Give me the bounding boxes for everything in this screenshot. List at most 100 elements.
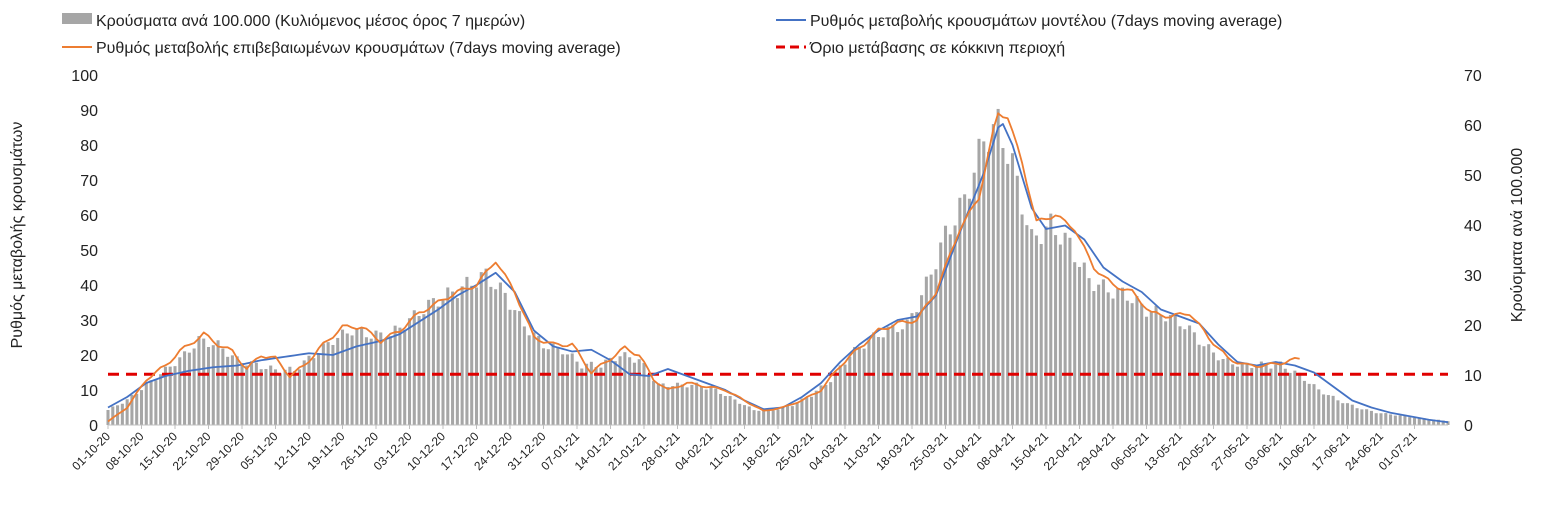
cases-bar bbox=[819, 385, 823, 425]
cases-bar bbox=[178, 357, 182, 425]
cases-bar bbox=[1355, 408, 1359, 425]
cases-bar bbox=[1058, 244, 1062, 425]
cases-bar bbox=[585, 363, 589, 425]
cases-bar bbox=[1034, 235, 1038, 425]
cases-bar bbox=[149, 380, 153, 425]
cases-bar bbox=[427, 299, 431, 425]
cases-bar bbox=[1025, 225, 1029, 425]
cases-bar bbox=[896, 332, 900, 425]
cases-bar bbox=[1116, 288, 1120, 425]
legend-swatch-bars bbox=[62, 13, 92, 24]
cases-bar bbox=[135, 393, 139, 425]
cases-bar bbox=[848, 356, 852, 425]
cases-bar bbox=[1408, 417, 1412, 425]
cases-bar bbox=[709, 387, 713, 425]
cases-bar bbox=[1336, 400, 1340, 425]
cases-bar bbox=[1044, 226, 1048, 425]
cases-bar bbox=[934, 269, 938, 425]
cases-bar bbox=[163, 366, 167, 425]
cases-bar bbox=[355, 328, 359, 425]
y-tick-left-0: 0 bbox=[89, 418, 98, 435]
y-tick-left-7: 70 bbox=[80, 173, 98, 190]
y-axis-title-right: Κρούσματα ανά 100.000 bbox=[1509, 148, 1526, 322]
cases-bar bbox=[948, 234, 952, 425]
cases-bar bbox=[829, 382, 833, 425]
cases-bar bbox=[197, 336, 201, 425]
cases-bar bbox=[1183, 329, 1187, 425]
cases-bar bbox=[1211, 352, 1216, 425]
cases-bar bbox=[331, 344, 335, 425]
cases-bar bbox=[551, 343, 555, 425]
cases-bar bbox=[297, 369, 301, 425]
cases-bar bbox=[513, 310, 517, 425]
cases-bar bbox=[1427, 419, 1431, 425]
cases-bar bbox=[288, 366, 292, 425]
cases-bar bbox=[1221, 359, 1225, 425]
cases-bar bbox=[254, 362, 258, 425]
cases-bar bbox=[1326, 395, 1330, 425]
y-axis-right-ticks: 0 10 20 30 40 50 60 70 bbox=[1464, 68, 1482, 435]
cases-bar bbox=[1226, 357, 1230, 425]
cases-bar bbox=[173, 366, 177, 425]
cases-bar bbox=[1006, 163, 1010, 425]
cases-bar bbox=[843, 364, 847, 425]
cases-bar bbox=[455, 298, 459, 425]
cases-bar bbox=[1216, 360, 1220, 425]
cases-bar bbox=[484, 268, 488, 425]
legend-label-model: Ρυθμός μεταβολής κρουσμάτων μοντέλου (7d… bbox=[810, 13, 1282, 30]
cases-bar bbox=[1374, 413, 1378, 425]
cases-bar bbox=[872, 332, 876, 425]
cases-bar bbox=[1168, 314, 1172, 425]
cases-bar bbox=[139, 390, 144, 425]
cases-bar bbox=[206, 347, 211, 425]
cases-bar bbox=[1125, 300, 1129, 425]
cases-bars bbox=[106, 108, 1450, 425]
cases-bar bbox=[838, 365, 842, 425]
cases-bar bbox=[1369, 410, 1373, 425]
cases-bar bbox=[1446, 421, 1450, 425]
cases-bar bbox=[1001, 148, 1005, 425]
cases-bar bbox=[991, 124, 995, 425]
cases-bar bbox=[982, 141, 986, 425]
cases-bar bbox=[541, 348, 546, 425]
cases-bar bbox=[1173, 314, 1177, 425]
cases-bar bbox=[250, 361, 254, 425]
cases-bar bbox=[599, 367, 603, 425]
cases-bar bbox=[656, 383, 660, 425]
cases-bar bbox=[857, 346, 861, 425]
cases-bar bbox=[187, 352, 191, 425]
cases-bar bbox=[963, 194, 967, 425]
cases-bar bbox=[422, 314, 426, 425]
cases-bar bbox=[503, 292, 507, 425]
cases-bar bbox=[1192, 332, 1196, 425]
cases-bar bbox=[1082, 262, 1086, 425]
cases-bar bbox=[125, 399, 129, 425]
y-tick-right-5: 50 bbox=[1464, 168, 1482, 185]
cases-bar bbox=[867, 339, 871, 425]
cases-bar bbox=[1231, 364, 1235, 425]
cases-bar bbox=[800, 398, 804, 425]
cases-bar bbox=[719, 393, 723, 425]
legend-item-bars: Κρούσματα ανά 100.000 (Κυλιόμενος μέσος … bbox=[62, 13, 525, 30]
y-tick-left-1: 10 bbox=[80, 383, 98, 400]
cases-bar bbox=[159, 374, 163, 425]
y-tick-left-3: 30 bbox=[80, 313, 98, 330]
cases-bar bbox=[833, 371, 837, 425]
cases-bar bbox=[508, 309, 512, 425]
cases-bar bbox=[900, 329, 904, 425]
cases-bar bbox=[527, 335, 531, 425]
cases-bar bbox=[1255, 366, 1259, 425]
cases-bar bbox=[1250, 368, 1254, 425]
cases-bar bbox=[561, 354, 565, 425]
cases-bar bbox=[1269, 368, 1273, 425]
cases-bar bbox=[226, 356, 230, 425]
cases-bar bbox=[570, 353, 574, 425]
cases-bar bbox=[293, 371, 297, 425]
cases-bar bbox=[336, 337, 340, 425]
cases-bar bbox=[1312, 384, 1316, 425]
cases-bar bbox=[824, 385, 828, 425]
cases-bar bbox=[652, 381, 656, 425]
y-tick-right-7: 70 bbox=[1464, 68, 1482, 85]
cases-bar bbox=[695, 382, 699, 425]
cases-bar bbox=[1360, 409, 1364, 425]
